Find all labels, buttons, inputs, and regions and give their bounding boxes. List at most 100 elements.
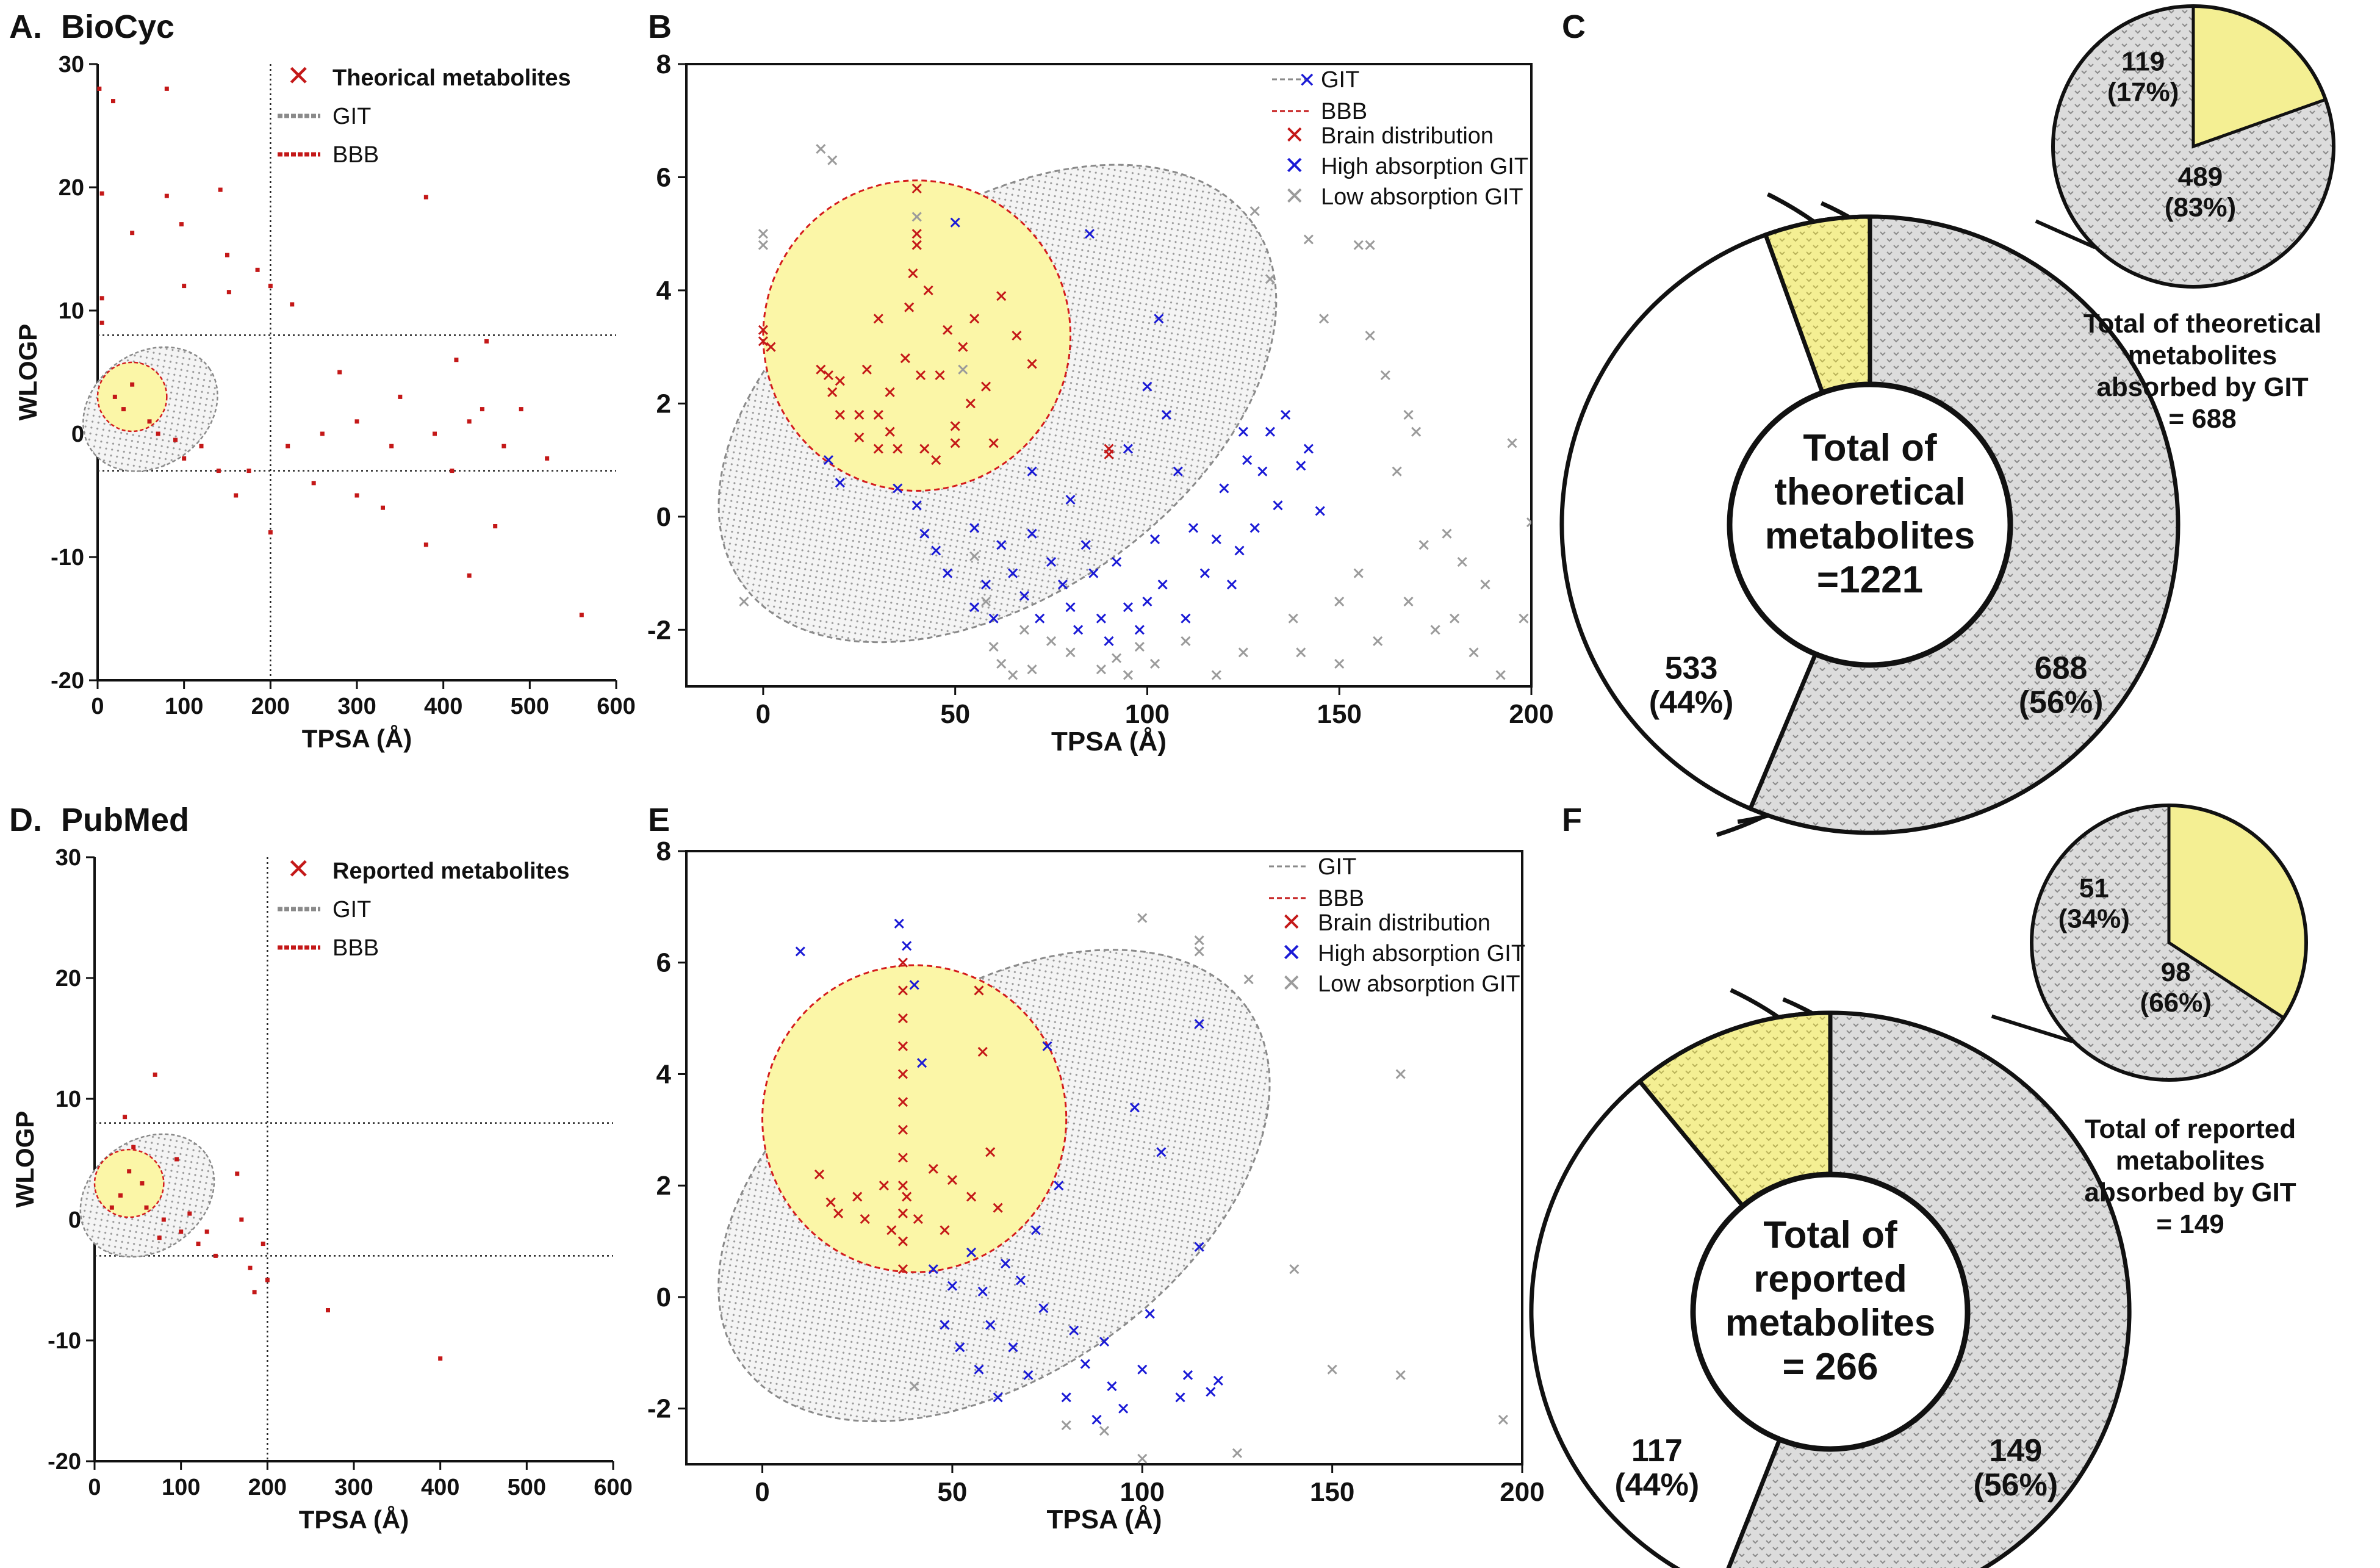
data-point bbox=[1219, 483, 1229, 494]
data-point bbox=[1353, 240, 1364, 250]
y-tick-label: 0 bbox=[656, 502, 671, 532]
data-point bbox=[493, 524, 498, 528]
data-point bbox=[246, 469, 251, 473]
data-point bbox=[1273, 500, 1283, 511]
x-tick-label: 0 bbox=[756, 699, 771, 729]
connector-line bbox=[2035, 219, 2096, 250]
y-tick-label: 4 bbox=[656, 1059, 672, 1089]
pie-caption: = 688 bbox=[2168, 404, 2236, 434]
legend-a-item-1: GIT bbox=[333, 104, 371, 129]
x-tick-label: 500 bbox=[508, 1475, 546, 1500]
data-point bbox=[153, 1072, 157, 1077]
y-tick-label: 6 bbox=[656, 162, 671, 192]
data-point bbox=[947, 1281, 957, 1291]
panel-d-title: PubMed bbox=[61, 802, 189, 838]
x-tick-label: 200 bbox=[248, 1475, 287, 1500]
data-point bbox=[1442, 528, 1452, 539]
legend-e-brain-marker: ✕ bbox=[1281, 909, 1302, 936]
y-tick-label: 2 bbox=[656, 1171, 671, 1201]
panel-a-title: BioCyc bbox=[61, 9, 174, 45]
legend-e-item-4: Low absorption GIT bbox=[1318, 971, 1520, 997]
data-point bbox=[980, 381, 991, 392]
legend-e-low-marker: ✕ bbox=[1281, 970, 1302, 997]
data-point bbox=[225, 253, 229, 257]
data-point bbox=[943, 568, 953, 578]
legend-b-item-4: Low absorption GIT bbox=[1321, 184, 1523, 210]
legend-e-item-0: GIT bbox=[1318, 854, 1356, 880]
data-point bbox=[1226, 580, 1237, 590]
data-point bbox=[1265, 426, 1275, 437]
data-point bbox=[213, 1253, 218, 1258]
legend-d-item-1: GIT bbox=[333, 897, 371, 922]
data-point bbox=[144, 1205, 149, 1210]
data-point bbox=[1380, 370, 1390, 381]
x-tick-label: 0 bbox=[91, 694, 104, 719]
data-point bbox=[1199, 568, 1210, 578]
data-point bbox=[1281, 409, 1291, 420]
data-point bbox=[873, 409, 883, 420]
y-tick-label: 4 bbox=[656, 276, 672, 306]
data-point bbox=[1065, 494, 1076, 505]
ring-label-pct: (56%) bbox=[2019, 685, 2104, 721]
pie-caption: absorbed by GIT bbox=[2096, 372, 2308, 402]
bbb-region bbox=[96, 361, 168, 433]
data-point bbox=[311, 481, 316, 486]
data-point bbox=[911, 212, 922, 222]
data-point bbox=[908, 268, 918, 279]
data-point bbox=[1327, 1364, 1337, 1375]
data-point bbox=[1211, 534, 1221, 544]
data-point bbox=[795, 946, 805, 957]
data-point bbox=[854, 432, 865, 443]
data-point bbox=[1507, 438, 1517, 448]
data-point bbox=[1088, 568, 1099, 578]
y-tick-label: 8 bbox=[656, 836, 671, 866]
data-point bbox=[879, 1181, 889, 1191]
x-axis-label: TPSA (Å) bbox=[1051, 727, 1167, 757]
data-point bbox=[1161, 409, 1171, 420]
panel-f-letter: F bbox=[1562, 802, 1582, 838]
data-point bbox=[854, 409, 865, 420]
data-point bbox=[897, 957, 908, 968]
data-point bbox=[940, 1225, 950, 1235]
data-point bbox=[947, 1174, 957, 1185]
data-point bbox=[950, 438, 960, 448]
data-point bbox=[1315, 506, 1325, 516]
data-point bbox=[268, 530, 273, 535]
x-tick-label: 0 bbox=[755, 1477, 769, 1507]
legend-a-item-0: Theorical metabolites bbox=[333, 65, 571, 91]
data-point bbox=[140, 1181, 145, 1186]
panel-a: A. BioCyc 0 100 200 300 400 500 600 -20 -10 0 10 20… bbox=[9, 9, 636, 753]
data-point bbox=[235, 1171, 240, 1176]
data-point bbox=[1008, 1342, 1018, 1353]
data-point bbox=[1188, 523, 1199, 533]
data-point bbox=[931, 545, 941, 556]
bbb-region bbox=[762, 179, 1072, 492]
data-point bbox=[579, 613, 584, 617]
data-point bbox=[902, 1192, 912, 1202]
x-tick-label: 400 bbox=[424, 694, 462, 719]
data-point bbox=[1137, 913, 1148, 923]
data-point bbox=[1080, 540, 1091, 550]
data-point bbox=[1008, 670, 1018, 680]
data-point bbox=[974, 1364, 984, 1375]
data-point bbox=[1099, 1336, 1110, 1347]
data-point bbox=[1145, 1309, 1155, 1319]
panel-e-letter: E bbox=[648, 802, 670, 838]
data-point bbox=[919, 528, 930, 539]
plot-frame bbox=[685, 850, 1523, 1466]
data-point bbox=[1099, 1426, 1110, 1436]
data-point bbox=[131, 1145, 136, 1149]
data-point bbox=[950, 217, 960, 228]
data-point bbox=[1194, 935, 1204, 946]
data-point bbox=[974, 985, 984, 996]
data-point bbox=[1123, 670, 1134, 680]
data-point bbox=[1194, 946, 1204, 957]
data-point bbox=[147, 419, 152, 424]
data-point bbox=[1403, 596, 1414, 606]
data-point bbox=[204, 1229, 209, 1234]
plot-d: 0 100 200 300 400 500 600 -20 -10 0 10 20 30 TPSA (Å)… bbox=[10, 845, 633, 1534]
data-point bbox=[814, 1169, 825, 1179]
data-point bbox=[758, 240, 768, 250]
data-point bbox=[1019, 625, 1030, 635]
y-tick-label: 0 bbox=[68, 1207, 81, 1233]
